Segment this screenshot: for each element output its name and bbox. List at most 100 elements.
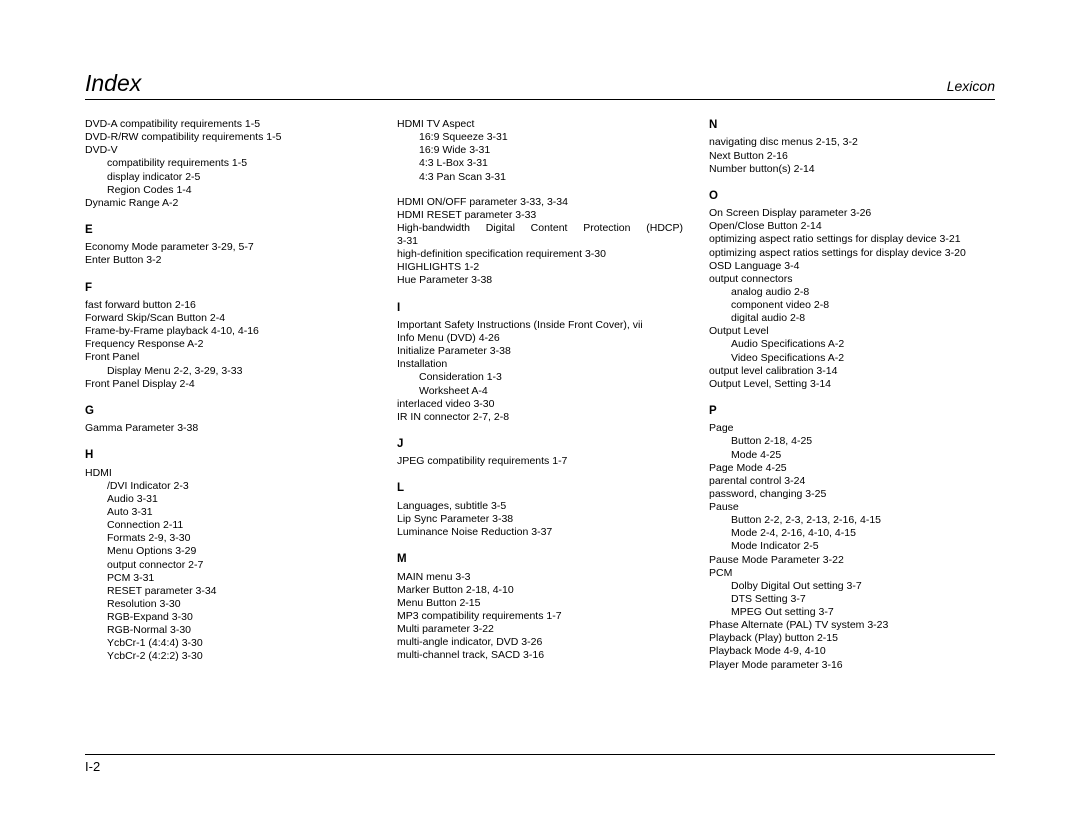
index-subentry: output connector 2-7 [85,559,371,572]
index-subentry: /DVI Indicator 2-3 [85,480,371,493]
index-entry: Phase Alternate (PAL) TV system 3-23 [709,619,995,632]
index-entry: Hue Parameter 3-38 [397,274,683,287]
index-subentry: DTS Setting 3-7 [709,593,995,606]
index-entry: Page [709,422,995,435]
index-entry: Output Level, Setting 3-14 [709,378,995,391]
index-subentry: Audio Specifications A-2 [709,338,995,351]
spacer [397,184,683,196]
index-subentry: RGB-Expand 3-30 [85,611,371,624]
index-entry: optimizing aspect ratios settings for di… [709,247,995,260]
index-subentry: Resolution 3-30 [85,598,371,611]
index-subentry: 4:3 L-Box 3-31 [397,157,683,170]
index-entry: MAIN menu 3-3 [397,571,683,584]
index-subentry: 16:9 Wide 3-31 [397,144,683,157]
index-entry: 3-31 [397,235,683,248]
index-entry: MP3 compatibility requirements 1-7 [397,610,683,623]
index-subentry: Region Codes 1-4 [85,184,371,197]
index-entry: Page Mode 4-25 [709,462,995,475]
page-footer: I-2 [85,754,995,774]
index-subentry: Auto 3-31 [85,506,371,519]
index-entry: HDMI ON/OFF parameter 3-33, 3-34 [397,196,683,209]
index-letter: I [397,301,683,315]
index-letter: M [397,552,683,566]
index-entry: Forward Skip/Scan Button 2-4 [85,312,371,325]
column-2: HDMI TV Aspect16:9 Squeeze 3-3116:9 Wide… [397,118,683,672]
index-entry: Player Mode parameter 3-16 [709,659,995,672]
index-entry: Frame-by-Frame playback 4-10, 4-16 [85,325,371,338]
index-entry: HDMI TV Aspect [397,118,683,131]
index-subentry: Formats 2-9, 3-30 [85,532,371,545]
index-entry: Next Button 2-16 [709,150,995,163]
index-entry: Pause [709,501,995,514]
index-entry: Luminance Noise Reduction 3-37 [397,526,683,539]
index-entry: Economy Mode parameter 3-29, 5-7 [85,241,371,254]
index-entry: Front Panel Display 2-4 [85,378,371,391]
index-subentry: analog audio 2-8 [709,286,995,299]
index-entry: Important Safety Instructions (Inside Fr… [397,319,683,332]
index-entry: Output Level [709,325,995,338]
index-subentry: Mode Indicator 2-5 [709,540,995,553]
index-entry: Playback (Play) button 2-15 [709,632,995,645]
index-subentry: Dolby Digital Out setting 3-7 [709,580,995,593]
index-title: Index [85,70,141,97]
index-entry: multi-channel track, SACD 3-16 [397,649,683,662]
index-subentry: PCM 3-31 [85,572,371,585]
page-header: Index Lexicon [85,70,995,100]
index-entry: Multi parameter 3-22 [397,623,683,636]
index-entry: Initialize Parameter 3-38 [397,345,683,358]
index-entry: Front Panel [85,351,371,364]
index-entry: Enter Button 3-2 [85,254,371,267]
index-subentry: digital audio 2-8 [709,312,995,325]
index-subentry: Button 2-2, 2-3, 2-13, 2-16, 4-15 [709,514,995,527]
index-entry: Languages, subtitle 3-5 [397,500,683,513]
index-entry: Installation [397,358,683,371]
index-entry: High-bandwidth Digital Content Protectio… [397,222,683,235]
index-entry: OSD Language 3-4 [709,260,995,273]
index-subentry: RESET parameter 3-34 [85,585,371,598]
index-entry: Frequency Response A-2 [85,338,371,351]
index-letter: G [85,404,371,418]
index-entry: IR IN connector 2-7, 2-8 [397,411,683,424]
index-entry: PCM [709,567,995,580]
index-subentry: Video Specifications A-2 [709,352,995,365]
index-subentry: Menu Options 3-29 [85,545,371,558]
index-letter: H [85,448,371,462]
index-entry: Open/Close Button 2-14 [709,220,995,233]
index-subentry: 16:9 Squeeze 3-31 [397,131,683,144]
index-entry: Info Menu (DVD) 4-26 [397,332,683,345]
index-entry: Pause Mode Parameter 3-22 [709,554,995,567]
index-entry: JPEG compatibility requirements 1-7 [397,455,683,468]
index-entry: high-definition specification requiremen… [397,248,683,261]
index-entry: DVD-R/RW compatibility requirements 1-5 [85,131,371,144]
index-entry: Gamma Parameter 3-38 [85,422,371,435]
index-entry: multi-angle indicator, DVD 3-26 [397,636,683,649]
index-subentry: Consideration 1-3 [397,371,683,384]
column-3: Nnavigating disc menus 2-15, 3-2Next But… [709,118,995,672]
index-entry: DVD-A compatibility requirements 1-5 [85,118,371,131]
index-subentry: RGB-Normal 3-30 [85,624,371,637]
index-entry: DVD-V [85,144,371,157]
index-entry: output connectors [709,273,995,286]
index-letter: F [85,281,371,295]
index-entry: navigating disc menus 2-15, 3-2 [709,136,995,149]
index-entry: Number button(s) 2-14 [709,163,995,176]
index-letter: L [397,481,683,495]
index-entry: HDMI [85,467,371,480]
index-entry: HIGHLIGHTS 1-2 [397,261,683,274]
index-entry: output level calibration 3-14 [709,365,995,378]
index-entry: Playback Mode 4-9, 4-10 [709,645,995,658]
index-subentry: MPEG Out setting 3-7 [709,606,995,619]
index-entry: Lip Sync Parameter 3-38 [397,513,683,526]
index-letter: E [85,223,371,237]
index-subentry: Display Menu 2-2, 3-29, 3-33 [85,365,371,378]
index-entry: password, changing 3-25 [709,488,995,501]
index-subentry: component video 2-8 [709,299,995,312]
index-letter: P [709,404,995,418]
page-number: I-2 [85,759,100,774]
index-subentry: Mode 2-4, 2-16, 4-10, 4-15 [709,527,995,540]
index-letter: O [709,189,995,203]
index-entry: interlaced video 3-30 [397,398,683,411]
index-entry: parental control 3-24 [709,475,995,488]
index-subentry: display indicator 2-5 [85,171,371,184]
index-subentry: YcbCr-2 (4:2:2) 3-30 [85,650,371,663]
